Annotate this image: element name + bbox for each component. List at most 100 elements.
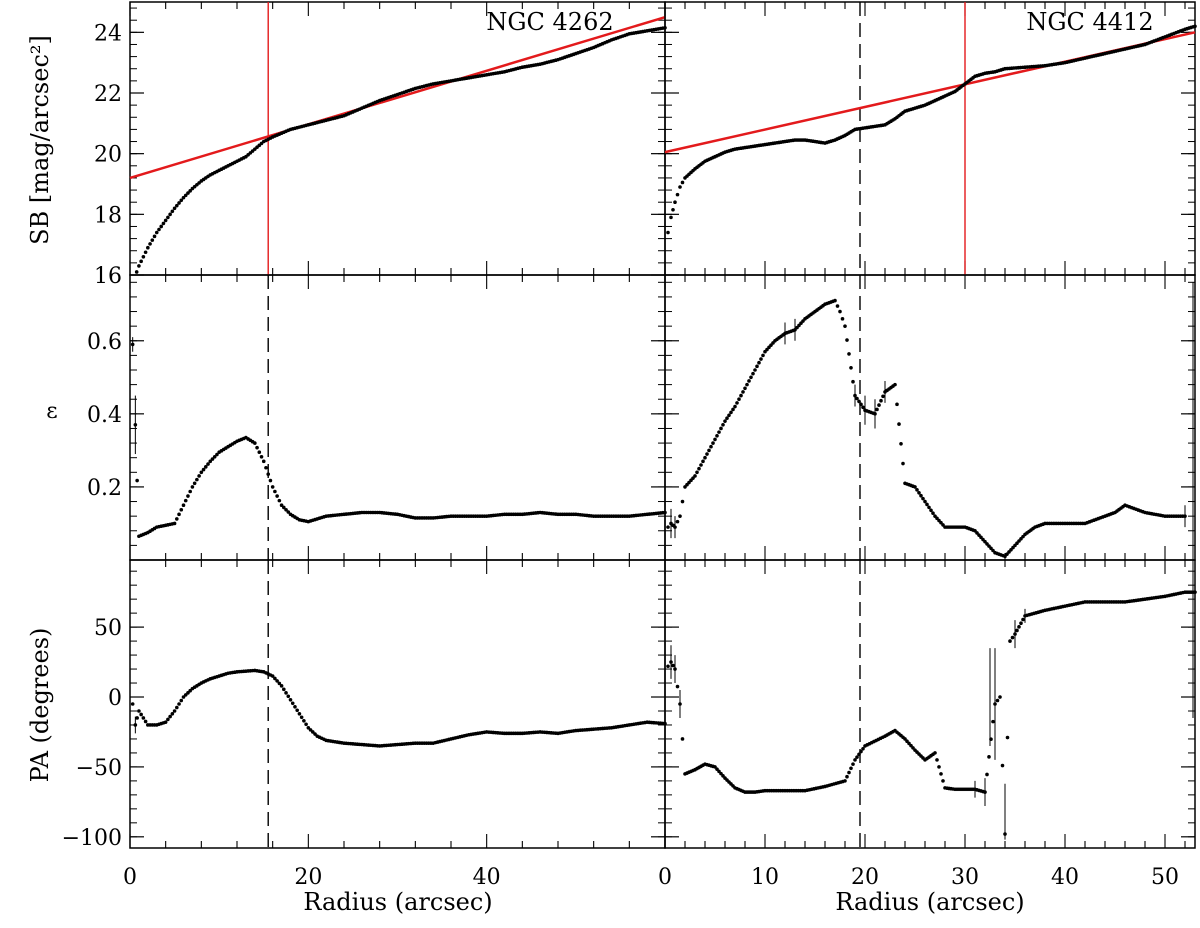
- ngc4412-ell-data-point: [757, 360, 761, 365]
- ngc4412-ell-data-point: [678, 514, 682, 518]
- ngc4412-sb-data-point: [671, 207, 675, 212]
- ngc4412-pa-data-point: [991, 719, 995, 724]
- ngc4412-pa-data-point: [937, 765, 941, 769]
- ngc4412-ell-data-point: [927, 505, 931, 510]
- ngc4262-pa-data-point: [163, 720, 168, 724]
- ngc4412-xtick-label: 40: [1051, 865, 1079, 890]
- ngc4412-pa-frame: [664, 559, 1196, 849]
- ngc4412-ell-data-point: [733, 404, 737, 409]
- ngc4412-ell-data-point: [755, 364, 759, 369]
- panels-group: 16 18 20 22 24 0.2 0.4 0.6 −100 −50 0 50 0 20 40 0 10 20 3…: [62, 1, 1197, 890]
- ngc4262-ell-data-point: [212, 454, 217, 459]
- ngc4262-ell-data-point: [255, 445, 259, 450]
- ngc4412-pa-data-point: [851, 762, 855, 766]
- ngc4262-xtick-label: 40: [473, 865, 501, 890]
- ngc4412-ell-data-point: [721, 423, 725, 427]
- ngc4412-pa-data-point: [1021, 617, 1025, 622]
- ngc4412-ell-data-point: [739, 393, 743, 398]
- ngc4262-pa-data-point: [284, 691, 288, 695]
- ngc4412-ell-data-point: [705, 452, 709, 456]
- ngc4262-ell-data-point: [179, 507, 184, 512]
- ngc4262-sb-data-point: [139, 259, 143, 264]
- y-axis-label-sb: SB [mag/arcsec²]: [26, 35, 54, 245]
- ngc4262-sb-data-point: [168, 212, 172, 217]
- ngc4262-pa-ytick-label: −100: [62, 826, 122, 851]
- ngc4262-pa-data-point: [295, 708, 299, 713]
- ngc4412-pa-data-point: [933, 751, 937, 755]
- ngc4412-ell-data-point: [895, 402, 899, 407]
- ngc4262-pa-data-point: [288, 698, 293, 702]
- ngc4262-ell-data-point: [192, 481, 197, 486]
- ngc4262-ell-data-point: [261, 459, 266, 464]
- ngc4412-ell-data-point: [753, 368, 757, 372]
- ngc4262-pa-data-point: [299, 715, 304, 720]
- ngc4412-ell-data-point: [857, 399, 861, 404]
- ngc4262-ell-ytick-label: 0.2: [87, 476, 122, 501]
- ngc4262-pa-data-point: [175, 705, 179, 710]
- ngc4412-pa-data-point: [941, 779, 945, 783]
- ngc4412-ell-data-point: [925, 502, 929, 507]
- ngc4262-ell-data-point: [199, 470, 204, 475]
- ngc4412-pa-data-point: [1008, 639, 1012, 643]
- ngc4412-ell-data-point: [729, 410, 733, 415]
- ngc4262-pa-data-point: [275, 679, 279, 683]
- ngc4412-ell-data-point: [833, 298, 837, 303]
- ngc4412-pa-data-point: [680, 737, 685, 741]
- ngc4412-pa-data-point: [1193, 590, 1197, 594]
- ngc4412-ell-frame: [664, 274, 1196, 561]
- ngc4262-pa-data-point: [130, 702, 135, 706]
- ngc4262-ell-data-point: [195, 477, 199, 482]
- y-axis-label-ell: ε: [46, 399, 57, 424]
- ngc4412-pa-data-point: [1005, 735, 1010, 740]
- ngc4412-pa-data-point: [987, 755, 991, 759]
- ngc4262-ell-data-point: [210, 457, 215, 461]
- ngc4412-sb-frame: [664, 1, 1196, 276]
- ngc4412-sb-data-point: [675, 192, 680, 197]
- galaxy-label-ngc4412: NGC 4412: [1026, 8, 1153, 36]
- ngc4262-pa-data-point: [293, 704, 297, 709]
- ngc4412-ell-data-point: [735, 401, 739, 405]
- ngc4412-pa-data-point: [1000, 763, 1005, 768]
- ngc4262-sb-data-point: [152, 234, 157, 239]
- ngc4262-ell-data-point: [177, 512, 181, 517]
- ngc4262-pa-data-point: [179, 698, 184, 703]
- ngc4412-ell-data-point: [915, 488, 919, 492]
- ngc4412-ell-data-point: [695, 470, 699, 475]
- ngc4412-ell-data-point: [923, 499, 927, 504]
- ngc4412-pa-data-point: [853, 758, 857, 762]
- ngc4262-sb-ytick-label: 16: [94, 264, 122, 289]
- ngc4412-ell-data-point: [737, 397, 741, 402]
- ngc4262-ell-data-point: [181, 503, 186, 507]
- ngc4412-ell-data-point: [913, 485, 917, 489]
- ngc4412-ell-data-point: [715, 433, 719, 438]
- ngc4412-pa-data-point: [666, 664, 670, 669]
- ngc4262-sb-data-point: [177, 201, 181, 205]
- ngc4262-pa-data-point: [168, 714, 172, 719]
- ngc4412-ell-data-point: [701, 459, 705, 464]
- ngc4262-sb-data-point: [186, 191, 190, 195]
- ngc4262-pa-data-point: [286, 694, 291, 699]
- ngc4412-sb-data-point: [673, 200, 677, 204]
- ngc4262-ell-data-point: [183, 498, 188, 503]
- ngc4412-ell-data-point: [929, 508, 933, 513]
- ngc4412-ell-data-point: [723, 419, 727, 423]
- ngc4262-pa-frame: [129, 559, 666, 849]
- ngc4262-sb-data-point: [161, 221, 166, 226]
- ngc4412-xtick-label: 50: [1151, 865, 1179, 890]
- ngc4262-ell-data-point: [186, 494, 190, 498]
- ngc4262-ell-data-point: [206, 462, 210, 466]
- ngc4262-ell-data-point: [286, 510, 291, 514]
- ngc4262-ell-data-point: [275, 494, 279, 498]
- ngc4412-ell-data-point: [697, 466, 701, 471]
- ngc4262-ell-data-point: [172, 521, 177, 526]
- ngc4262-pa-data-point: [277, 681, 282, 686]
- ngc4262-ell-data-point: [257, 450, 262, 455]
- ngc4262-pa-data-point: [135, 716, 139, 720]
- ngc4412-ell-data-point: [693, 474, 697, 478]
- ngc4412-ell-data-point: [859, 402, 863, 407]
- ngc4412-ell-data-point: [843, 324, 847, 328]
- ngc4262-xtick-label: 0: [123, 865, 137, 890]
- ngc4412-ell-data-point: [713, 437, 717, 442]
- ngc4412-ell-data-point: [851, 379, 855, 384]
- ngc4262-ell-ytick-label: 0.4: [87, 403, 122, 428]
